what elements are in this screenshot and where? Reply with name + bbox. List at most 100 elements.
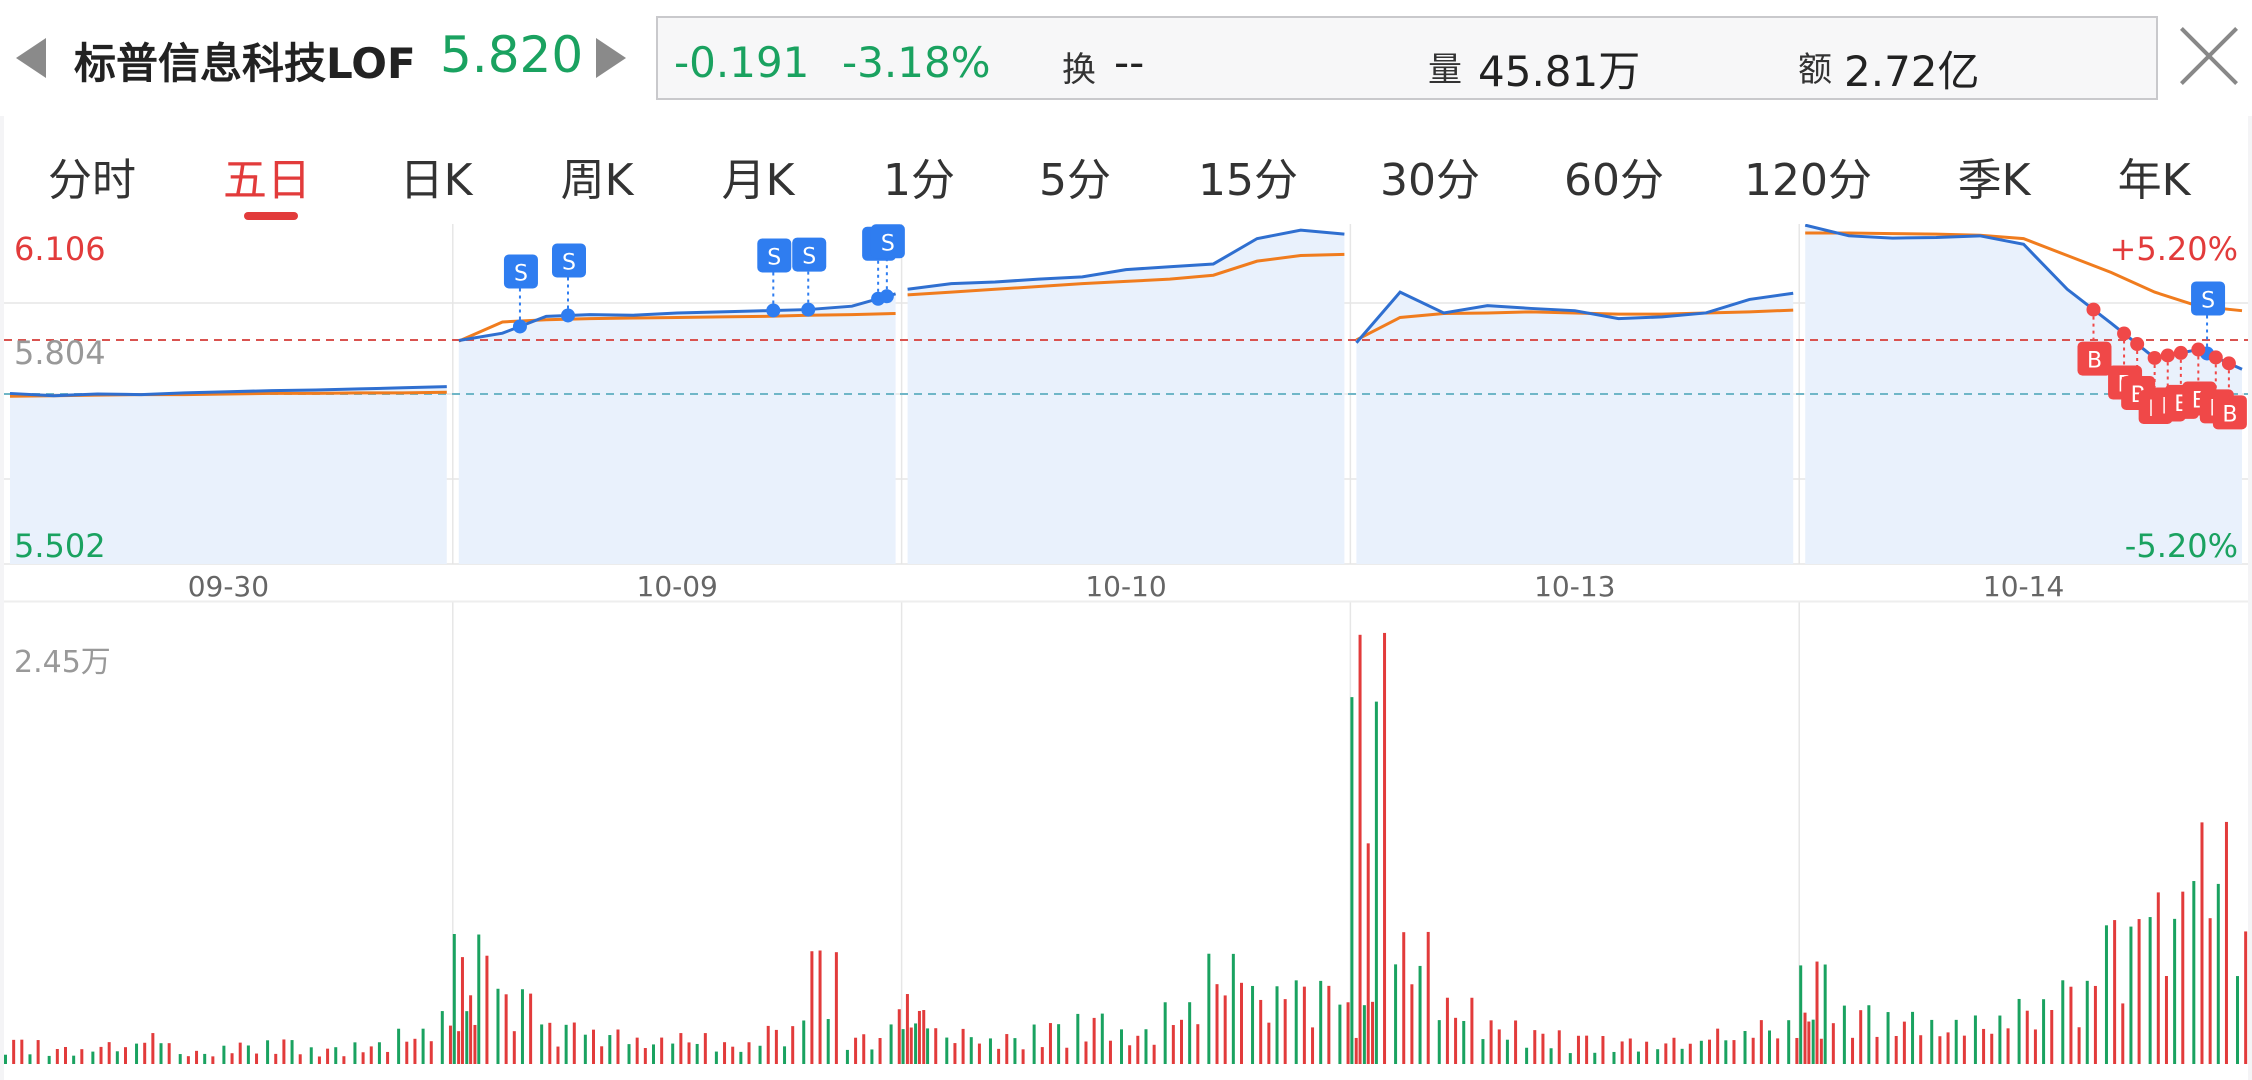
- tab-5min[interactable]: 5分: [1039, 155, 1111, 206]
- volume-bar: [909, 1027, 913, 1064]
- buy-marker-badge[interactable]: [2212, 395, 2247, 430]
- volume-bar: [1859, 1010, 1863, 1064]
- tab-120min[interactable]: 120分: [1744, 155, 1872, 206]
- price-change: -0.191: [674, 38, 810, 87]
- tab-15min[interactable]: 15分: [1198, 155, 1298, 206]
- volume-bar: [1005, 1034, 1009, 1064]
- volume-bar: [766, 1025, 770, 1064]
- sell-marker-badge[interactable]: [503, 254, 538, 289]
- chart-canvas[interactable]: SSSSSSSBBBBBBBBB6.1065.5025.804+5.20%-5.…: [4, 224, 2248, 1080]
- volume-bar: [1919, 1035, 1923, 1064]
- volume-bar: [1076, 1013, 1080, 1064]
- current-price: 5.820: [440, 26, 584, 84]
- tab-60min[interactable]: 60分: [1564, 155, 1664, 206]
- volume-bar: [679, 1033, 683, 1064]
- volume-bar: [460, 957, 464, 1064]
- volume-bar: [1383, 632, 1387, 1064]
- volume-bar: [485, 955, 489, 1064]
- volume-bar: [28, 1054, 32, 1064]
- tab-30min[interactable]: 30分: [1380, 155, 1480, 206]
- sell-marker-badge[interactable]: [2191, 281, 2226, 316]
- volume-bar: [1656, 1049, 1660, 1064]
- tab-monthly-k[interactable]: 月K: [721, 155, 795, 206]
- day-label: 09-30: [188, 570, 269, 603]
- sell-marker-dot: [766, 303, 781, 318]
- tab-1min[interactable]: 1分: [883, 155, 955, 206]
- buy-marker-dot: [2117, 326, 2132, 341]
- volume-bar: [429, 1041, 433, 1064]
- volume-bar: [961, 1028, 965, 1064]
- buy-marker-badge[interactable]: [2077, 341, 2112, 376]
- volume-bar: [1886, 1012, 1890, 1064]
- volume-bar: [334, 1047, 338, 1064]
- volume-bar: [99, 1046, 103, 1064]
- five-day-chart[interactable]: SSSSSSSBBBBBBBBB6.1065.5025.804+5.20%-5.…: [4, 224, 2248, 1080]
- volume-bar: [290, 1040, 294, 1064]
- tab-quarterly-k[interactable]: 季K: [1957, 155, 2031, 206]
- sell-marker-badge[interactable]: [870, 224, 905, 259]
- sell-marker-badge[interactable]: [757, 238, 792, 273]
- volume-bar: [2173, 918, 2177, 1064]
- close-icon[interactable]: [2176, 24, 2240, 88]
- volume-bar: [977, 1043, 981, 1064]
- volume-bar: [1811, 1019, 1815, 1064]
- volume-bar: [2236, 976, 2239, 1064]
- tab-yearly-k[interactable]: 年K: [2117, 155, 2191, 206]
- volume-bar: [2200, 822, 2204, 1064]
- volume-bar: [1803, 1012, 1807, 1064]
- sell-marker-badge[interactable]: [552, 243, 586, 278]
- volume-bar: [969, 1037, 973, 1064]
- volume-bar: [1267, 1022, 1271, 1064]
- volume-bar: [1327, 985, 1331, 1064]
- volume-bar: [922, 1010, 926, 1064]
- volume-bar: [854, 1037, 858, 1064]
- volume-bar: [1338, 1004, 1342, 1064]
- next-stock-arrow-icon[interactable]: [596, 38, 626, 78]
- volume-bar: [1207, 953, 1211, 1064]
- tab-intraday[interactable]: 分时: [48, 155, 136, 206]
- volume-bar: [652, 1044, 655, 1064]
- volume-bar: [12, 1039, 16, 1064]
- volume-bar: [1568, 1053, 1572, 1064]
- tab-five-day[interactable]: 五日: [223, 155, 311, 206]
- period-tabs: 分时 五日 日K 周K 月K 1分 5分 15分 30分 60分 120分 季K…: [4, 116, 2248, 224]
- volume-bar: [1962, 1035, 1966, 1064]
- volume-bar: [203, 1053, 207, 1064]
- volume-bar: [643, 1048, 647, 1064]
- volume-bar: [2093, 985, 2097, 1064]
- day-label: 10-13: [1534, 570, 1615, 603]
- volume-bar: [1454, 1017, 1458, 1064]
- price-area-fill: [1356, 292, 1794, 564]
- tab-daily-k[interactable]: 日K: [399, 155, 473, 206]
- volume-bar: [274, 1053, 278, 1064]
- volume-bar: [905, 994, 909, 1064]
- sell-marker-badge[interactable]: [792, 237, 827, 272]
- buy-marker-label: B: [2087, 349, 2102, 374]
- previous-stock-arrow-icon[interactable]: [16, 38, 46, 78]
- volume-bar: [600, 1046, 604, 1064]
- volume-bar: [2244, 931, 2248, 1064]
- volume-bar: [1875, 1036, 1879, 1064]
- volume-bar: [2017, 998, 2021, 1064]
- amount-value: 2.72亿: [1844, 47, 1980, 96]
- volume-bar: [1946, 1032, 1950, 1064]
- volume-bar: [1065, 1047, 1069, 1064]
- volume-bar: [783, 1046, 787, 1064]
- volume-bar: [540, 1024, 544, 1064]
- volume-bar: [1120, 1029, 1123, 1064]
- volume-bar: [342, 1056, 346, 1064]
- volume-bar: [1585, 1035, 1589, 1064]
- volume-bar: [1998, 1015, 2002, 1064]
- volume-bar: [282, 1039, 286, 1064]
- volume-bar: [2137, 919, 2141, 1064]
- y-min-label: 5.502: [14, 527, 106, 565]
- volume-bar: [1092, 1017, 1096, 1064]
- volume-bar: [124, 1047, 127, 1064]
- price-area-fill: [10, 386, 447, 564]
- volume-bar: [1394, 964, 1398, 1064]
- y-max-label: 6.106: [14, 230, 106, 268]
- volume-bar: [897, 1009, 901, 1064]
- volume-bar: [914, 1023, 918, 1064]
- tab-weekly-k[interactable]: 周K: [560, 155, 634, 206]
- volume-bar: [1152, 1044, 1156, 1064]
